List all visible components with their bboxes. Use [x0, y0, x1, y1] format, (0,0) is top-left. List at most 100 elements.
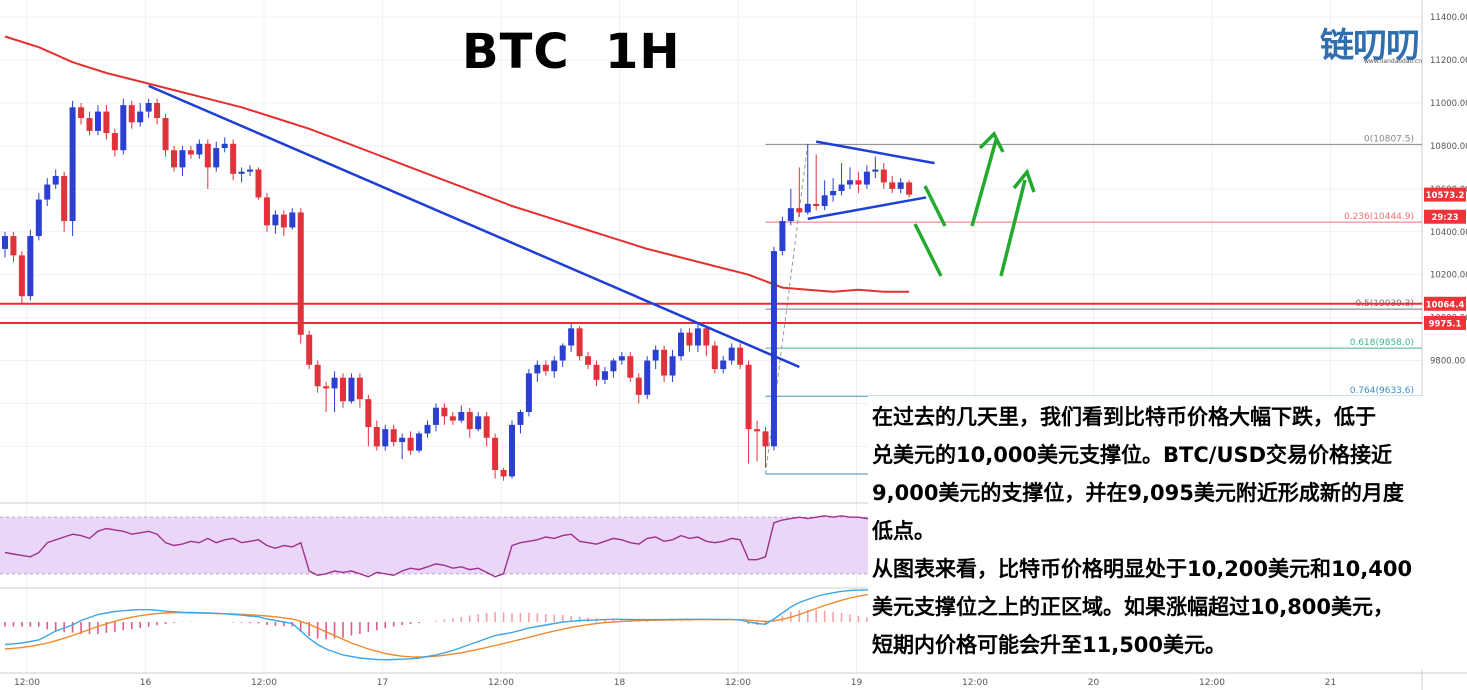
candle-body: [678, 332, 684, 357]
candle-body: [897, 182, 904, 189]
candle-body: [509, 424, 515, 477]
candle-body: [804, 203, 811, 213]
candle-body: [720, 360, 727, 370]
brand-logo-url: www.liandaodao.cn: [1364, 58, 1423, 65]
candle-body: [576, 328, 583, 357]
candle-body: [221, 143, 228, 149]
analysis-line-6: 美元支撑位之上的正区域。如果涨幅超过10,800美元，: [872, 595, 1395, 619]
candle-body: [306, 334, 313, 365]
candle-body: [390, 429, 397, 443]
time-tick-label: 16: [140, 678, 152, 688]
candle-body: [399, 437, 406, 443]
time-tick-label: 12:00: [1199, 678, 1225, 688]
candle-body: [111, 133, 118, 151]
brand-logo-text: 链叨叨: [1320, 26, 1420, 66]
candle-body: [2, 236, 8, 249]
candle-body: [872, 169, 879, 172]
candle-body: [568, 328, 575, 346]
price-tick-label: 11000.00: [1430, 99, 1467, 109]
time-tick-label: 17: [377, 678, 388, 688]
candle-body: [78, 107, 85, 119]
projection-arrow-head: [978, 131, 1005, 153]
candle-body: [356, 377, 363, 400]
candle-body: [289, 212, 296, 228]
candle-body: [754, 429, 761, 432]
candle-body: [145, 103, 152, 112]
candle-body: [534, 364, 541, 374]
candle-body: [255, 169, 262, 198]
candle-body: [601, 371, 608, 380]
projection-arrow-line: [913, 223, 943, 277]
candle-body: [263, 197, 270, 226]
projection-arrow-line: [999, 179, 1027, 277]
candle-body: [373, 427, 380, 447]
candle-body: [661, 349, 668, 376]
candle-body: [635, 377, 642, 395]
candle-body: [432, 407, 439, 425]
price-tick-label: 9800.00: [1430, 357, 1465, 367]
candle-body: [475, 416, 482, 430]
candle-body: [652, 349, 659, 361]
candle-body: [86, 118, 93, 131]
rsi-line: [4, 515, 910, 578]
fib-level-label: 0.236(10444.9): [1344, 212, 1414, 222]
candle-body: [407, 437, 414, 451]
candle-body: [120, 105, 127, 151]
candle-body: [542, 364, 549, 372]
analysis-line-4: 低点。: [872, 519, 935, 543]
candle-body: [10, 236, 17, 256]
candle-body: [280, 214, 287, 228]
candle-body: [103, 111, 110, 134]
candle-body: [458, 412, 465, 421]
candle-body: [492, 437, 499, 470]
candle-body: [880, 169, 887, 183]
projection-arrow-line: [970, 139, 998, 227]
macd-line: [4, 589, 910, 661]
time-tick-label: 20: [1088, 678, 1100, 688]
candle-body: [128, 105, 135, 123]
candle-body: [171, 150, 177, 168]
candle-body: [711, 345, 718, 370]
candle-body: [779, 221, 786, 252]
candle-body: [162, 118, 169, 151]
candle-body: [627, 356, 634, 378]
candle-body: [323, 386, 330, 389]
candle-body: [204, 143, 211, 168]
current-price-tag: [1424, 187, 1466, 202]
candle-body: [838, 184, 845, 191]
candle-body: [27, 236, 34, 297]
analysis-line-1: 在过去的几天里，我们看到比特币价格大幅下跌，低于: [872, 405, 1376, 429]
countdown-tag-text: 29:23: [1431, 213, 1458, 223]
support-level-tag-text: 10064.4: [1426, 300, 1465, 310]
candle-body: [238, 171, 245, 174]
candle-body: [728, 347, 735, 361]
time-tick-label: 12:00: [725, 678, 751, 688]
candle-body: [69, 107, 76, 222]
time-tick-label: 12:00: [488, 678, 514, 688]
moving-average-line: [4, 35, 910, 293]
candle-body: [154, 103, 161, 119]
time-tick-label: 19: [851, 678, 863, 688]
candle-body: [416, 433, 423, 451]
price-tick-label: 11200.00: [1430, 56, 1467, 66]
trendline: [815, 140, 935, 165]
candle-body: [247, 169, 254, 172]
candle-body: [314, 364, 321, 387]
candle-body: [847, 180, 853, 185]
projection-arrow-line: [923, 185, 947, 227]
time-tick-label: 12:00: [14, 678, 40, 688]
countdown-tag: [1424, 209, 1466, 224]
candle-body: [18, 255, 25, 297]
candle-body: [517, 412, 524, 425]
candle-body: [137, 111, 144, 123]
fib-level-label: 0.764(9633.6): [1350, 386, 1414, 396]
candle-body: [466, 412, 473, 430]
candle-body: [441, 407, 448, 417]
analysis-line-5: 从图表来看，比特币价格明显处于10,200美元和10,400: [872, 557, 1413, 581]
time-tick-label: 12:00: [962, 678, 988, 688]
candle-body: [44, 184, 51, 200]
candle-body: [52, 175, 59, 185]
chart-title: BTC 1H: [462, 24, 681, 80]
price-tick-label: 10800.00: [1430, 142, 1467, 152]
candle-body: [559, 345, 566, 361]
